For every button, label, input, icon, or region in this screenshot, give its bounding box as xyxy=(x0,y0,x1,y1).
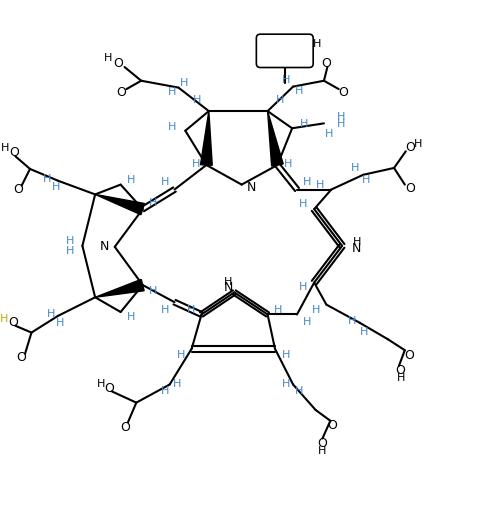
Text: H: H xyxy=(161,305,169,315)
Text: O: O xyxy=(405,182,415,195)
Text: H: H xyxy=(1,143,10,153)
Polygon shape xyxy=(95,195,144,215)
Text: H: H xyxy=(348,316,356,326)
Text: H: H xyxy=(284,159,292,169)
Text: H: H xyxy=(276,95,284,105)
Text: N: N xyxy=(224,281,233,294)
Text: H: H xyxy=(66,236,74,246)
Polygon shape xyxy=(201,111,212,165)
Text: H: H xyxy=(161,387,169,397)
Text: H: H xyxy=(66,246,74,256)
Text: H: H xyxy=(295,86,303,96)
Text: H: H xyxy=(149,198,158,208)
Text: H: H xyxy=(313,39,321,49)
Text: O: O xyxy=(339,86,349,99)
Text: H: H xyxy=(337,119,345,129)
Text: H: H xyxy=(161,177,169,187)
Text: H: H xyxy=(52,182,60,192)
Text: O: O xyxy=(121,421,131,433)
Text: H: H xyxy=(274,305,282,315)
FancyBboxPatch shape xyxy=(256,34,313,67)
Polygon shape xyxy=(268,111,283,166)
Text: O: O xyxy=(104,382,114,395)
Text: O: O xyxy=(327,419,337,432)
Text: H: H xyxy=(127,175,136,185)
Text: N: N xyxy=(99,240,108,254)
Text: H: H xyxy=(180,78,188,88)
Text: H: H xyxy=(303,317,311,327)
Text: O: O xyxy=(117,86,127,99)
Text: H: H xyxy=(299,282,308,292)
Text: H: H xyxy=(337,113,345,123)
Text: H: H xyxy=(325,129,333,139)
Text: H: H xyxy=(168,122,176,132)
Text: H: H xyxy=(104,53,112,63)
Text: N: N xyxy=(352,242,361,255)
Text: H: H xyxy=(191,159,200,169)
Text: N: N xyxy=(247,180,256,194)
Text: O: O xyxy=(8,316,18,329)
Text: H: H xyxy=(43,174,51,184)
Text: H: H xyxy=(361,175,370,185)
Text: H: H xyxy=(312,305,320,315)
Text: O: O xyxy=(13,183,23,196)
Text: H: H xyxy=(176,350,185,360)
Text: H: H xyxy=(300,119,309,129)
Text: H: H xyxy=(186,305,195,315)
Text: H: H xyxy=(0,314,9,324)
Text: O: O xyxy=(321,57,331,69)
Text: H: H xyxy=(282,379,290,389)
Text: H: H xyxy=(282,350,290,360)
Text: H: H xyxy=(282,75,290,85)
Text: O: O xyxy=(404,349,414,361)
Text: O: O xyxy=(113,57,123,69)
Text: H: H xyxy=(295,387,303,397)
Text: H: H xyxy=(414,139,423,149)
Text: H: H xyxy=(359,327,368,337)
Text: H: H xyxy=(149,286,158,296)
Text: H: H xyxy=(318,446,327,456)
Text: O: O xyxy=(395,365,405,377)
Text: H: H xyxy=(168,87,176,97)
Text: Abs: Abs xyxy=(272,43,298,56)
Text: O: O xyxy=(405,141,415,154)
Text: H: H xyxy=(303,177,311,187)
Text: H: H xyxy=(397,373,405,383)
Text: H: H xyxy=(299,199,308,209)
Text: H: H xyxy=(351,163,359,173)
Text: H: H xyxy=(317,179,325,189)
Text: H: H xyxy=(224,277,233,287)
Text: H: H xyxy=(127,312,136,322)
Text: H: H xyxy=(173,379,181,389)
Text: H: H xyxy=(56,318,64,328)
Text: H: H xyxy=(352,237,361,247)
Text: O: O xyxy=(17,350,27,363)
Text: O: O xyxy=(317,437,327,450)
Text: H: H xyxy=(47,309,55,319)
Polygon shape xyxy=(95,279,144,297)
Text: H: H xyxy=(192,95,201,105)
Text: O: O xyxy=(9,146,19,159)
Text: H: H xyxy=(97,379,105,389)
